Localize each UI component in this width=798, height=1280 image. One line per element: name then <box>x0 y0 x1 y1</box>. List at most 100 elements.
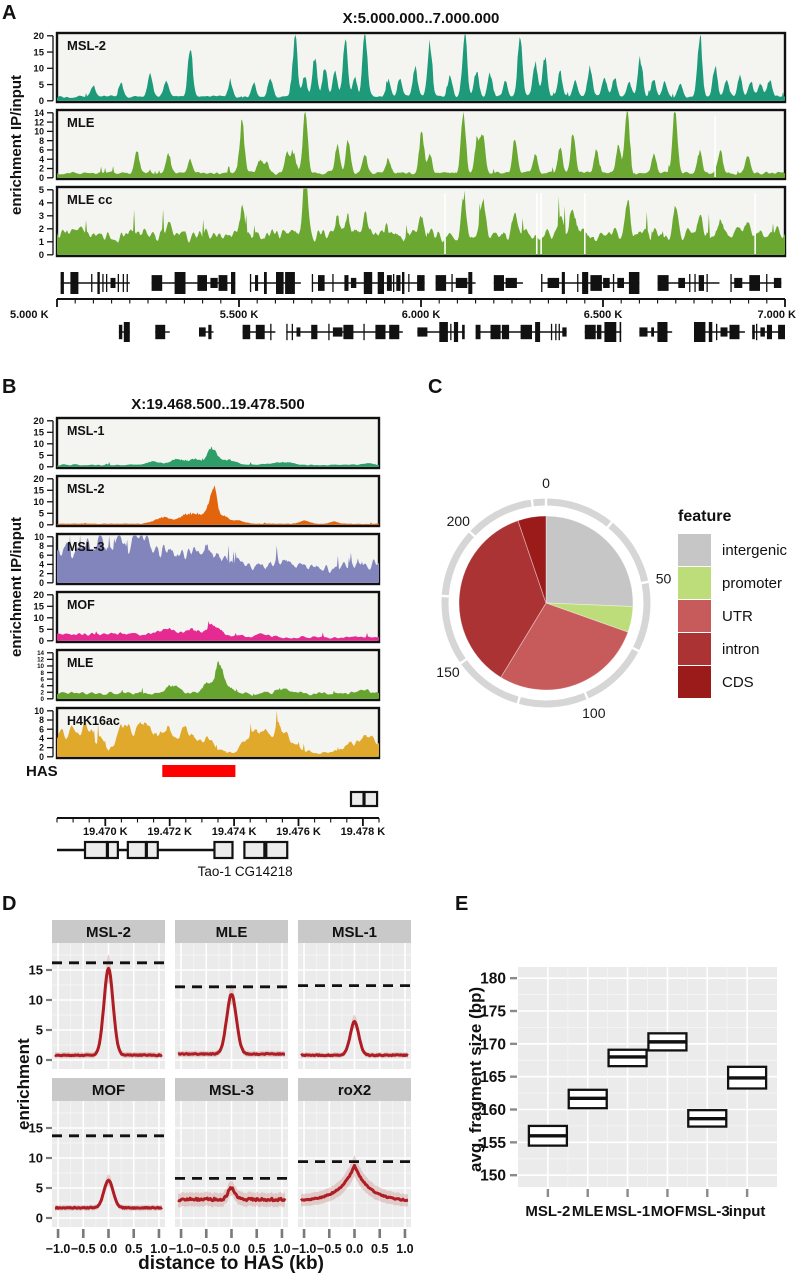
svg-text:19.476 K: 19.476 K <box>276 826 321 838</box>
svg-text:15: 15 <box>29 1121 43 1136</box>
svg-text:0: 0 <box>39 250 44 261</box>
svg-text:14: 14 <box>37 650 44 657</box>
svg-text:1: 1 <box>39 237 45 248</box>
svg-text:10: 10 <box>37 663 44 670</box>
svg-text:2: 2 <box>39 224 44 235</box>
facet-msl-3: MSL-3 −1.0 −0.5 0.0 0.5 1.0 <box>169 1078 291 1256</box>
svg-text:14: 14 <box>34 108 44 118</box>
svg-text:2: 2 <box>41 689 45 696</box>
svg-text:4: 4 <box>41 683 45 690</box>
panel-b-distal-gene <box>349 790 379 808</box>
panel-b-gene-tao-1: Tao-1 <box>57 840 234 879</box>
svg-text:12: 12 <box>37 657 44 664</box>
panel-a-label: A <box>2 2 17 24</box>
svg-text:4: 4 <box>39 734 44 744</box>
svg-text:Tao-1: Tao-1 <box>198 864 232 879</box>
svg-text:0: 0 <box>39 636 44 647</box>
panel-b-tracks: MSL-105101520MSL-205101520MSL-30246810MO… <box>33 416 381 762</box>
facet-mof: MOF 0 5 10 15 −1.0 −0.5 0.0 0.5 1.0 <box>29 1078 168 1256</box>
box-mof <box>647 1032 688 1052</box>
svg-text:0.0: 0.0 <box>100 1242 117 1256</box>
svg-text:5.000 K: 5.000 K <box>10 309 49 321</box>
legend-swatch-UTR <box>678 600 711 632</box>
svg-text:20: 20 <box>33 474 44 485</box>
legend-label: CDS <box>722 673 754 691</box>
legend-label: UTR <box>722 607 753 625</box>
svg-text:6: 6 <box>39 145 44 155</box>
svg-text:2: 2 <box>39 569 44 579</box>
panel-a-tracks-track-mle-cc: MLE cc 0 1 2 3 4 5 <box>39 185 787 261</box>
svg-text:0: 0 <box>39 173 44 183</box>
svg-text:1.0: 1.0 <box>396 1242 413 1256</box>
svg-text:MSL-1: MSL-1 <box>67 424 105 438</box>
svg-text:0: 0 <box>41 696 45 703</box>
legend-label: intron <box>722 640 760 658</box>
y-axis-msl-2: 0 5 10 15 20 <box>33 31 54 107</box>
panel-b-axis: 19.470 K 19.472 K 19.474 K 19.476 K 19.478 K <box>56 817 385 838</box>
svg-text:8: 8 <box>41 670 45 677</box>
svg-text:MLE: MLE <box>572 1203 604 1220</box>
legend-item-intron: intron <box>678 633 787 665</box>
panel-e-label: E <box>455 893 469 915</box>
svg-text:input: input <box>729 1203 766 1220</box>
svg-text:8: 8 <box>39 541 44 551</box>
svg-text:−1.0: −1.0 <box>169 1242 194 1256</box>
svg-text:5: 5 <box>39 451 45 462</box>
pie-slice-CDS <box>517 515 547 604</box>
svg-text:15: 15 <box>33 486 44 497</box>
panel-b-label: B <box>2 376 17 398</box>
svg-text:19.470 K: 19.470 K <box>83 826 128 838</box>
svg-text:MSL-3: MSL-3 <box>209 1082 254 1099</box>
panel-e-boxplot: 150 155 160 165 170 175 180 MSL-2 MLE MSL-1 MOF MSL… <box>480 967 777 1220</box>
svg-text:6: 6 <box>39 550 44 560</box>
svg-text:150: 150 <box>436 664 460 680</box>
svg-text:12: 12 <box>34 117 44 127</box>
svg-text:MSL-2: MSL-2 <box>67 38 106 53</box>
legend-swatch-CDS <box>678 666 711 698</box>
facet-msl-1: MSL-1 <box>298 920 411 1069</box>
svg-text:MSL-2: MSL-2 <box>67 482 105 496</box>
svg-text:1.0: 1.0 <box>273 1242 290 1256</box>
svg-text:0: 0 <box>39 462 44 473</box>
svg-text:MOF: MOF <box>92 1082 125 1099</box>
svg-text:19.472 K: 19.472 K <box>147 826 192 838</box>
svg-text:10: 10 <box>33 613 44 624</box>
svg-text:MOF: MOF <box>651 1203 684 1220</box>
svg-text:5: 5 <box>39 185 45 196</box>
svg-text:50: 50 <box>656 571 672 587</box>
svg-text:H4K16ac: H4K16ac <box>67 714 120 728</box>
svg-text:MSL-2: MSL-2 <box>525 1203 570 1220</box>
legend-label: promoter <box>722 574 783 592</box>
facet-msl-2: MSL-2 0 5 10 15 <box>29 920 165 1069</box>
panel-a-genes-minus <box>118 322 785 342</box>
panel-b-title: X:19.468.500..19.478.500 <box>131 396 305 413</box>
panel-a-genes-plus <box>60 272 782 294</box>
panel-a-title: X:5.000.000..7.000.000 <box>342 10 500 27</box>
pie-slice-intron <box>458 520 547 678</box>
panel-e-ylabel: avg. fragment size (bp) <box>466 986 485 1172</box>
panel-b-ylabel: enrichment IP/input <box>8 516 25 657</box>
svg-text:0.5: 0.5 <box>125 1242 142 1256</box>
svg-text:MOF: MOF <box>67 598 95 612</box>
svg-text:MSL-3: MSL-3 <box>67 540 105 554</box>
has-label: HAS <box>26 763 58 780</box>
svg-text:0: 0 <box>36 1211 43 1226</box>
svg-text:3: 3 <box>39 211 44 222</box>
svg-text:10: 10 <box>33 439 44 450</box>
box-mle <box>567 1088 608 1110</box>
svg-text:15: 15 <box>33 602 44 613</box>
